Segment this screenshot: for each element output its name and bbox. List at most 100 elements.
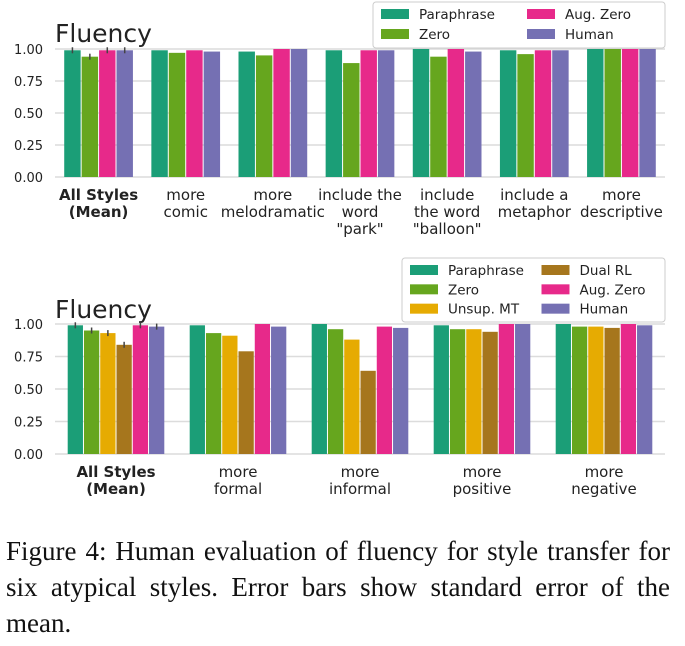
bar <box>99 50 116 177</box>
legend-label: Unsup. MT <box>448 302 520 318</box>
x-tick-label-line: (Mean) <box>86 480 146 498</box>
bar <box>449 329 466 454</box>
x-tick-label: include a metaphor <box>498 186 572 221</box>
x-tick-label-line: informal <box>329 480 391 498</box>
bar <box>238 351 254 454</box>
bar <box>621 49 639 177</box>
bar <box>151 50 168 177</box>
bar <box>534 50 552 177</box>
x-tick-label: more informal <box>329 463 391 498</box>
y-tick-label: 1.00 <box>14 43 43 58</box>
x-tick-label: All Styles (Mean) <box>59 186 138 221</box>
bar <box>498 324 515 454</box>
bar <box>482 331 498 454</box>
bar <box>205 333 222 454</box>
bar <box>430 56 447 177</box>
x-tick-label: more positive <box>453 463 512 498</box>
bar <box>360 370 376 454</box>
bar <box>186 50 203 177</box>
bar <box>222 335 238 454</box>
legend-box <box>372 1 666 49</box>
legend-label: Zero <box>419 27 450 43</box>
x-tick-label-line: include a <box>500 186 568 204</box>
legend-swatch <box>541 265 570 275</box>
x-tick-label-line: metaphor <box>498 203 572 221</box>
y-tick-label: 1.00 <box>14 318 43 333</box>
legend-label: Zero <box>448 282 479 298</box>
bar <box>499 50 517 177</box>
y-tick-label: 0.75 <box>14 75 43 90</box>
x-tick-label-line: "park" <box>336 220 383 238</box>
bar <box>311 324 327 454</box>
bar <box>517 54 534 178</box>
legend-swatch <box>541 284 570 295</box>
bar <box>465 51 482 178</box>
x-tick-label-line: more <box>463 463 502 481</box>
legend-label: Paraphrase <box>448 263 524 279</box>
bar <box>254 324 271 454</box>
legend-label: Dual RL <box>580 263 633 279</box>
legend-swatch <box>527 29 555 39</box>
bar <box>588 326 604 454</box>
bar <box>116 50 133 177</box>
bar <box>412 49 430 177</box>
bar <box>273 49 290 177</box>
legend-label: Human <box>565 27 614 43</box>
bar <box>189 325 205 454</box>
x-tick-label-line: melodramatic <box>221 203 325 221</box>
chart-title: Fluency <box>55 295 152 324</box>
bar <box>132 325 149 454</box>
y-tick-label: 0.25 <box>14 416 43 431</box>
x-tick-label-line: word <box>342 203 379 221</box>
bar <box>327 329 344 454</box>
x-tick-label-line: All Styles <box>59 186 138 204</box>
x-tick-label: more comic <box>163 186 207 221</box>
bar <box>571 326 588 454</box>
bar <box>433 325 449 454</box>
x-tick-label: more melodramatic <box>221 186 325 221</box>
x-tick-label-line: more <box>166 186 205 204</box>
x-tick-label-line: All Styles <box>76 463 155 481</box>
bar <box>81 56 99 177</box>
legend: Paraphrase Zero Aug. Zero Human <box>372 1 666 49</box>
legend-swatch <box>410 284 438 295</box>
x-tick-label-line: "balloon" <box>413 220 482 238</box>
legend-box <box>401 257 666 323</box>
bar <box>555 324 571 454</box>
legend-swatch <box>381 9 409 19</box>
legend-label: Aug. Zero <box>580 282 646 298</box>
bar <box>83 330 100 454</box>
x-tick-label: more descriptive <box>580 186 663 221</box>
bar <box>620 324 637 454</box>
legend-swatch <box>381 29 409 39</box>
bar <box>587 49 604 177</box>
bar <box>376 326 393 454</box>
bar <box>343 63 360 177</box>
x-tick-label-line: more <box>219 463 258 481</box>
chart-title: Fluency <box>55 19 152 48</box>
x-tick-label-line: include <box>420 186 474 204</box>
bar <box>360 50 377 177</box>
x-tick-label: include the word "balloon" <box>413 186 482 238</box>
legend-label: Paraphrase <box>419 7 495 23</box>
bar <box>64 50 81 177</box>
bar <box>637 325 653 454</box>
bar <box>238 51 255 178</box>
figure-caption: Figure 4: Human evaluation of fluency fo… <box>6 536 670 638</box>
y-tick-label: 0.50 <box>14 383 43 398</box>
bar <box>168 52 186 178</box>
legend-label: Human <box>580 302 629 318</box>
x-tick-label-line: negative <box>571 480 637 498</box>
x-tick-label-line: more <box>585 463 624 481</box>
bar <box>604 49 621 177</box>
x-tick-label-line: (Mean) <box>69 203 129 221</box>
bar <box>325 50 343 177</box>
x-tick-label-line: formal <box>214 480 262 498</box>
bar <box>67 325 83 454</box>
x-tick-label-line: more <box>602 186 641 204</box>
bar <box>515 324 531 454</box>
x-tick-label-line: the word <box>414 203 480 221</box>
bar <box>377 50 395 177</box>
legend-label: Aug. Zero <box>565 7 631 23</box>
